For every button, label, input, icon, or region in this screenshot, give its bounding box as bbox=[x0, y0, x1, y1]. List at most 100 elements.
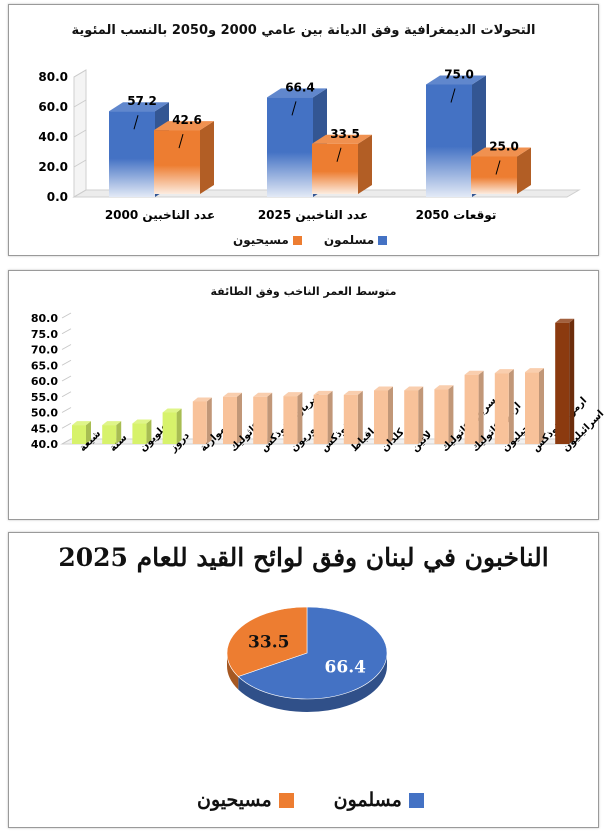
chart2-bar bbox=[253, 396, 268, 444]
chart1-label-leader bbox=[178, 133, 184, 149]
chart1-bar-top bbox=[267, 88, 327, 98]
chart2-bar-top bbox=[555, 318, 575, 323]
chart2-bar-side bbox=[327, 390, 333, 444]
chart2-bar-top bbox=[223, 392, 242, 397]
chart1-title: التحولات الديمغرافية وفق الديانة بين عام… bbox=[71, 23, 536, 38]
chart2-ytick-label: 50.0 bbox=[31, 407, 58, 420]
chart1-ytick-label: 0.0 bbox=[47, 190, 68, 204]
chart2-bar-side bbox=[297, 392, 303, 444]
chart2-gridline bbox=[61, 438, 72, 445]
chart2-ytick-label: 60.0 bbox=[31, 375, 58, 388]
chart2-bar-top bbox=[464, 370, 484, 375]
chart2-title: متوسط العمر الناخب وفق الطائفة bbox=[210, 285, 397, 298]
voters-pie-chart-panel: الناخبون في لبنان وفق لوائح القيد للعام … bbox=[8, 532, 599, 828]
chart2-ytick-label: 75.0 bbox=[31, 328, 58, 341]
chart2-bar bbox=[283, 396, 298, 444]
chart2-bar bbox=[343, 394, 358, 444]
chart1-legend-swatch-muslims bbox=[378, 235, 388, 245]
chart2-bar-side bbox=[267, 392, 273, 444]
chart2-gridline bbox=[61, 328, 72, 335]
chart2-bar bbox=[72, 425, 86, 444]
chart3-slice-side bbox=[238, 653, 387, 712]
chart2-bar-side bbox=[86, 421, 91, 444]
chart1-category-label: عدد الناخبين 2000 bbox=[105, 208, 215, 222]
chart1-value-label: 25.0 bbox=[489, 140, 519, 154]
chart1-bar-top bbox=[471, 147, 531, 157]
chart1-gridline bbox=[73, 99, 87, 108]
chart1-value-label: 66.4 bbox=[285, 80, 315, 94]
chart2-bar-side bbox=[448, 385, 454, 444]
chart2-bar bbox=[192, 401, 207, 444]
chart1-bar bbox=[312, 143, 358, 194]
chart3-legend-swatch-muslims bbox=[408, 792, 424, 808]
chart3-slice bbox=[226, 606, 308, 677]
chart1-legend-swatch-christians bbox=[292, 235, 302, 245]
chart1-bar bbox=[426, 84, 472, 197]
chart2-ytick-label: 55.0 bbox=[31, 391, 58, 404]
voter-age-chart-panel: متوسط العمر الناخب وفق الطائفة 40.0 45.0 5… bbox=[8, 270, 606, 520]
chart3-slice bbox=[237, 606, 388, 700]
chart3-slice-side bbox=[227, 653, 239, 690]
chart2-bar-top bbox=[404, 386, 424, 391]
chart2-gridline bbox=[61, 407, 72, 413]
chart3-title: الناخبون في لبنان وفق لوائح القيد للعام … bbox=[58, 543, 549, 572]
chart2-bar-top bbox=[434, 385, 454, 390]
chart1-bar-side bbox=[200, 121, 214, 194]
chart2-bar-top bbox=[132, 419, 152, 424]
chart2-bar-top bbox=[494, 369, 514, 374]
chart2-bar bbox=[223, 396, 237, 444]
chart1-bar-top bbox=[426, 75, 486, 85]
chart2-gridline bbox=[61, 344, 72, 350]
chart1-bar-top bbox=[109, 102, 169, 112]
chart3-legend-christians: مسيحيون bbox=[197, 789, 294, 811]
chart2-bar bbox=[374, 390, 388, 444]
chart2-bar-side bbox=[539, 368, 544, 444]
chart2-bar-top bbox=[253, 392, 273, 397]
chart2-bar-side bbox=[508, 369, 514, 444]
chart2-gridline bbox=[61, 312, 72, 319]
chart2-bar-top bbox=[162, 408, 182, 413]
chart1-gridline bbox=[73, 69, 87, 78]
chart2-bar bbox=[313, 394, 328, 444]
chart2-bar bbox=[525, 372, 539, 444]
chart3-legend-label-muslims: مسلمون bbox=[333, 789, 402, 811]
chart1-legend: مسلمون مسيحيون bbox=[233, 233, 388, 247]
chart2-bar-top bbox=[343, 390, 363, 395]
chart3-legend-label-christians: مسيحيون bbox=[197, 789, 272, 811]
chart1-legend-label-muslims: مسلمون bbox=[323, 233, 375, 247]
chart2-bar-side bbox=[478, 370, 484, 444]
chart2-bar-top bbox=[72, 421, 91, 426]
chart1-ytick-label: 20.0 bbox=[38, 160, 68, 174]
chart3-slice-label: 33.5 bbox=[248, 632, 289, 652]
chart2-gridline bbox=[61, 359, 72, 366]
chart2-bar-side bbox=[357, 390, 363, 444]
chart1-gridline bbox=[73, 129, 87, 138]
chart1-category-label: عدد الناخبين 2025 bbox=[258, 208, 368, 222]
chart1-bar-side bbox=[358, 134, 372, 194]
chart1-gridline bbox=[73, 189, 87, 198]
chart2-bar-side bbox=[418, 386, 424, 444]
chart1-bar bbox=[154, 130, 200, 194]
chart3-plot: 66.4 33.5 bbox=[226, 606, 388, 712]
chart2-bar bbox=[464, 374, 479, 444]
chart1-label-leader bbox=[450, 88, 456, 103]
chart1-bar-top bbox=[154, 121, 214, 131]
chart2-ytick-label: 80.0 bbox=[31, 312, 58, 325]
chart2-ytick-label: 70.0 bbox=[31, 344, 58, 357]
chart2-bar-top bbox=[525, 368, 544, 373]
chart1-bar bbox=[267, 97, 313, 197]
chart1-bar-top bbox=[312, 134, 372, 144]
chart1-legend-christians: مسيحيون bbox=[233, 233, 302, 247]
chart1-bar bbox=[471, 156, 517, 194]
chart3-legend-swatch-christians bbox=[278, 792, 294, 808]
chart3-legend: مسلمون مسيحيون bbox=[197, 789, 424, 811]
chart2-plot: 40.045.050.055.060.065.070.075.080.0شيعة… bbox=[31, 312, 606, 455]
chart1-ytick-label: 80.0 bbox=[38, 70, 68, 84]
chart1-bar-side bbox=[517, 147, 531, 194]
chart1-ytick-label: 40.0 bbox=[38, 130, 68, 144]
chart2-gridline bbox=[61, 391, 72, 398]
chart2-ytick-label: 45.0 bbox=[31, 422, 58, 435]
chart1-legend-muslims: مسلمون bbox=[323, 233, 388, 247]
chart1-value-label: 33.5 bbox=[330, 127, 360, 141]
chart2-bar-side bbox=[116, 421, 122, 444]
